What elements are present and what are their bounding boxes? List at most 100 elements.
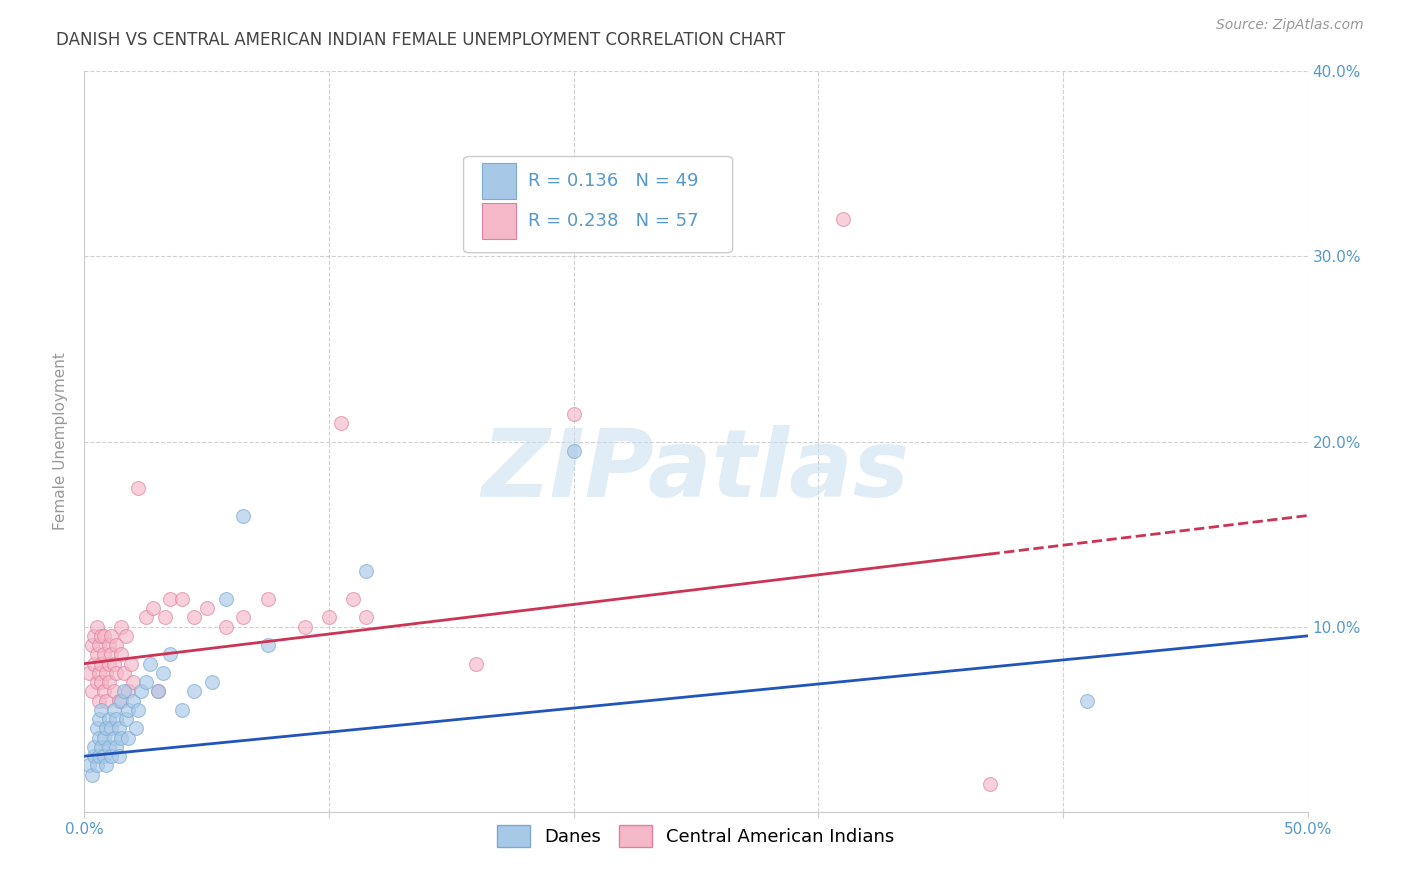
Point [103, 731, 125, 745]
Point [172, 703, 194, 717]
Point [105, 739, 128, 754]
Point [135, 675, 157, 690]
Point [330, 416, 353, 430]
Text: Source: ZipAtlas.com: Source: ZipAtlas.com [1216, 18, 1364, 32]
Point [142, 601, 165, 615]
Point [93, 648, 115, 662]
Point [105, 638, 128, 652]
Point [103, 657, 125, 671]
Point [86, 675, 108, 690]
FancyBboxPatch shape [482, 203, 516, 239]
Point [562, 407, 585, 421]
Point [93, 749, 115, 764]
Point [139, 657, 162, 671]
Point [831, 212, 853, 227]
Point [115, 629, 138, 643]
Point [562, 443, 585, 458]
Point [87, 665, 110, 680]
Point [172, 591, 194, 606]
Point [87, 694, 110, 708]
Point [83, 629, 105, 643]
Point [115, 712, 138, 726]
Point [110, 694, 132, 708]
Point [87, 731, 110, 745]
Point [318, 610, 340, 624]
Point [80, 638, 103, 652]
Point [86, 648, 108, 662]
Point [86, 758, 108, 772]
Point [127, 703, 149, 717]
Point [159, 648, 181, 662]
Point [117, 684, 139, 698]
Point [354, 610, 377, 624]
Point [93, 731, 115, 745]
Point [215, 591, 238, 606]
Text: DANISH VS CENTRAL AMERICAN INDIAN FEMALE UNEMPLOYMENT CORRELATION CHART: DANISH VS CENTRAL AMERICAN INDIAN FEMALE… [56, 31, 786, 49]
Point [90, 629, 112, 643]
Point [80, 684, 103, 698]
Point [107, 749, 129, 764]
Point [97, 675, 120, 690]
Point [183, 684, 205, 698]
Point [153, 610, 176, 624]
Point [232, 508, 254, 523]
Point [90, 657, 112, 671]
Point [103, 684, 125, 698]
Point [83, 739, 105, 754]
Point [354, 564, 377, 578]
Point [979, 777, 1001, 791]
Legend: Danes, Central American Indians: Danes, Central American Indians [491, 818, 901, 855]
Point [135, 610, 157, 624]
Point [112, 684, 135, 698]
Text: R = 0.136   N = 49: R = 0.136 N = 49 [529, 172, 699, 190]
Text: ZIPatlas: ZIPatlas [482, 425, 910, 517]
Point [294, 619, 316, 633]
Text: R = 0.238   N = 57: R = 0.238 N = 57 [529, 212, 699, 230]
Point [183, 610, 205, 624]
Point [100, 722, 122, 736]
Point [117, 703, 139, 717]
Point [257, 638, 280, 652]
Point [100, 629, 122, 643]
Point [90, 739, 112, 754]
Point [90, 675, 112, 690]
Point [105, 712, 128, 726]
Point [107, 694, 129, 708]
Point [159, 591, 181, 606]
Point [77, 758, 100, 772]
Point [110, 731, 132, 745]
Point [100, 749, 122, 764]
Y-axis label: Female Unemployment: Female Unemployment [53, 352, 69, 531]
Point [93, 629, 115, 643]
Point [129, 684, 152, 698]
Point [80, 767, 103, 781]
Point [110, 619, 132, 633]
Point [97, 712, 120, 726]
Point [342, 591, 364, 606]
Point [215, 619, 238, 633]
Point [1076, 694, 1098, 708]
Point [83, 749, 105, 764]
Point [125, 722, 148, 736]
Point [96, 758, 118, 772]
Point [86, 722, 108, 736]
Point [83, 657, 105, 671]
Point [103, 703, 125, 717]
Point [117, 731, 139, 745]
Point [96, 722, 118, 736]
Point [86, 619, 108, 633]
Point [122, 694, 145, 708]
Point [77, 665, 100, 680]
Point [200, 675, 222, 690]
Point [257, 591, 280, 606]
Point [97, 638, 120, 652]
FancyBboxPatch shape [464, 156, 733, 252]
FancyBboxPatch shape [482, 163, 516, 199]
Point [146, 684, 169, 698]
Point [97, 657, 120, 671]
Point [100, 648, 122, 662]
Point [146, 684, 169, 698]
Point [112, 665, 135, 680]
Point [195, 601, 218, 615]
Point [96, 694, 118, 708]
